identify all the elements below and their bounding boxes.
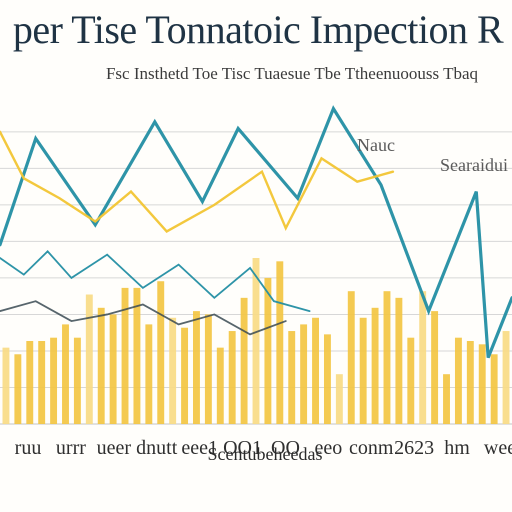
x-tick-label-6: OO1	[223, 437, 262, 459]
x-tick-label-8: eeo	[314, 437, 342, 459]
bar-20	[228, 331, 236, 424]
bar-41	[478, 344, 486, 424]
bar-34	[395, 297, 403, 424]
bar-9	[97, 307, 105, 424]
bar-40	[466, 341, 474, 424]
bar-30	[347, 291, 355, 424]
x-tick-label-9: conm	[349, 437, 394, 459]
x-tick-label-3: ueer	[97, 437, 132, 459]
bar-14	[157, 281, 165, 424]
bar-21	[240, 297, 248, 424]
bar-42	[490, 354, 498, 424]
bar-10	[109, 314, 117, 424]
lines-layer	[0, 105, 512, 359]
bar-43	[502, 331, 510, 424]
bar-31	[359, 317, 367, 424]
annotation-1: Nauc	[357, 135, 395, 155]
bar-11	[121, 287, 129, 424]
bar-8	[85, 294, 93, 424]
bar-25	[288, 331, 296, 424]
x-tick-label-1: ruu	[15, 437, 42, 459]
x-tick-label-2: urrr	[56, 437, 86, 459]
bars-layer	[2, 258, 510, 424]
series-line-2	[0, 130, 395, 233]
x-tick-label-4: dnutt	[136, 437, 178, 459]
series-line-4	[0, 300, 287, 336]
series-line-3	[0, 250, 311, 313]
bar-29	[335, 374, 343, 424]
bar-33	[383, 291, 391, 424]
bar-17	[193, 311, 200, 424]
bar-1	[2, 347, 10, 424]
bar-27	[312, 317, 319, 424]
bar-6	[62, 324, 69, 424]
bar-5	[50, 337, 58, 424]
bar-2	[14, 354, 22, 424]
bar-23	[264, 277, 272, 424]
bar-38	[443, 374, 450, 424]
x-tick-label-10: 2623	[394, 437, 434, 459]
bar-13	[145, 324, 153, 424]
bar-15	[169, 317, 177, 424]
bar-24	[276, 261, 284, 424]
bar-39	[454, 337, 462, 424]
bar-7	[73, 337, 81, 424]
bar-37	[431, 311, 439, 424]
x-tick-label-11: hm	[444, 437, 470, 459]
bar-26	[300, 324, 308, 424]
bar-35	[407, 337, 415, 424]
bar-22	[252, 258, 260, 424]
x-ticks-layer: ruu urrr ueer dnutt eee1 OO1 OO eeo conm 2623 hm we…	[15, 437, 512, 459]
bar-12	[133, 287, 141, 424]
bar-36	[419, 291, 427, 424]
annotation-2: Searaidui	[440, 155, 508, 175]
bar-4	[38, 341, 46, 424]
chart-title: per Tise Tonnatoic Impection R	[13, 7, 504, 52]
bar-28	[323, 334, 331, 424]
bar-19	[216, 347, 224, 424]
bar-16	[181, 327, 189, 424]
series-line-1	[0, 105, 512, 359]
bar-32	[371, 307, 379, 424]
x-tick-label-5: eee1	[181, 437, 218, 459]
x-axis-label: Scentubeheedas	[208, 444, 323, 464]
bar-3	[26, 341, 34, 424]
bar-18	[204, 314, 212, 424]
x-tick-label-7: OO	[271, 437, 300, 459]
chart-subtitle: Fsc Insthetd Toe Tisc Tuaesue Tbe Ttheen…	[106, 64, 479, 83]
x-tick-label-12: wee	[484, 437, 512, 459]
